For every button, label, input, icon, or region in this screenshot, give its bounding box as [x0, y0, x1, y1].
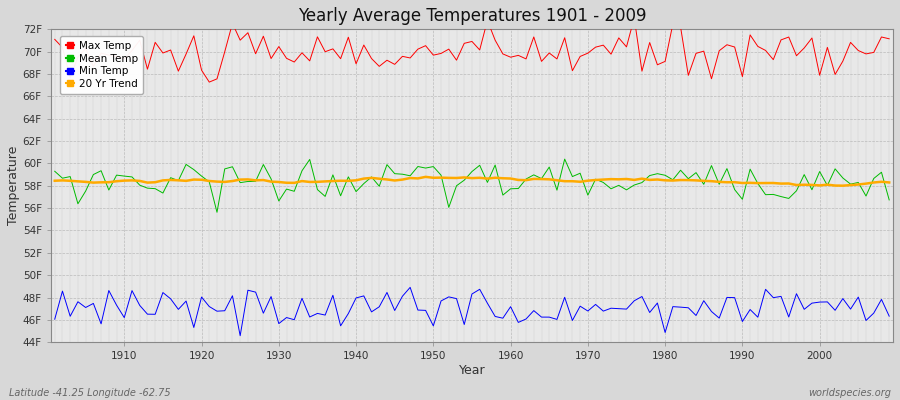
Title: Yearly Average Temperatures 1901 - 2009: Yearly Average Temperatures 1901 - 2009: [298, 7, 646, 25]
Text: Latitude -41.25 Longitude -62.75: Latitude -41.25 Longitude -62.75: [9, 388, 171, 398]
Text: worldspecies.org: worldspecies.org: [808, 388, 891, 398]
X-axis label: Year: Year: [459, 364, 485, 377]
Y-axis label: Temperature: Temperature: [7, 146, 20, 226]
Legend: Max Temp, Mean Temp, Min Temp, 20 Yr Trend: Max Temp, Mean Temp, Min Temp, 20 Yr Tre…: [60, 36, 143, 94]
